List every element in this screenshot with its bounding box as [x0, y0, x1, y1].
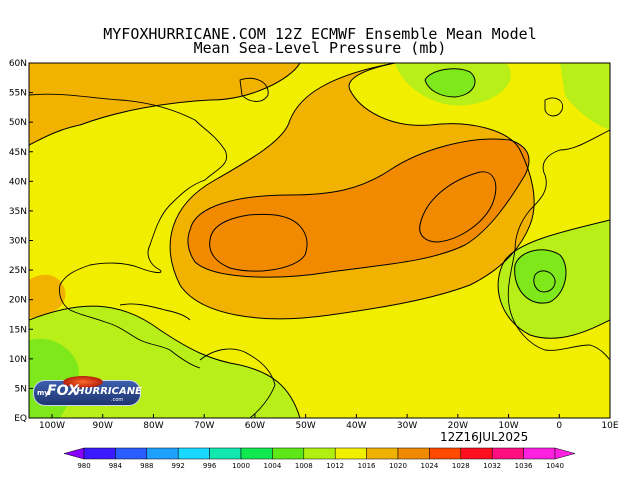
colorbar-label: 996 — [203, 462, 217, 470]
hurricane-swirl-icon — [63, 376, 103, 388]
colorbar-segment — [460, 447, 493, 460]
coastline-europe-africa — [507, 129, 610, 361]
chart-subtitle: Mean Sea-Level Pressure (mb) — [193, 39, 447, 57]
latitude-axis: 60N 55N 50N 45N 40N 35N 30N 25N 20N 15N 10N 5N EQ — [9, 59, 33, 424]
coastline-newfoundland — [239, 77, 269, 102]
isobar — [29, 63, 301, 146]
colorbar-label: 984 — [109, 462, 123, 470]
logo-fox-text: FOX — [47, 383, 79, 399]
longitude-label: 80W — [143, 421, 163, 431]
colorbar-left-arrow — [63, 447, 85, 460]
pressure-1008-region — [425, 68, 475, 97]
coastline-cuba — [119, 303, 191, 321]
latitude-label: 50N — [9, 118, 27, 128]
pressure-1020-region — [29, 274, 66, 318]
colorbar-segment — [303, 447, 336, 460]
latitude-label: 20N — [9, 296, 27, 306]
longitude-label: 40W — [346, 421, 366, 431]
pressure-1024-region — [187, 139, 530, 278]
colorbar-label: 1012 — [326, 462, 344, 470]
colorbar-label: 980 — [77, 462, 90, 470]
colorbar-segment — [146, 447, 179, 460]
isobar — [514, 249, 567, 304]
logo-com-text: .com — [111, 397, 124, 403]
coastline-north-america — [29, 93, 228, 369]
colorbar-segment — [523, 447, 556, 460]
colorbar-segment — [491, 447, 524, 460]
longitude-label: 30W — [397, 421, 417, 431]
coastlines — [29, 77, 610, 418]
logo-my-text: my — [37, 389, 49, 397]
colorbar-label: 1032 — [483, 462, 501, 470]
longitude-axis: 100W 90W 80W 70W 60W 50W 40W 30W 20W 10W 0 10E — [39, 414, 619, 431]
colorbar-label: 1020 — [389, 462, 407, 470]
latitude-label: 45N — [9, 148, 27, 158]
chart-title: MYFOXHURRICANE.COM 12Z ECMWF Ensemble Me… — [103, 25, 537, 43]
colorbar-label: 1008 — [295, 462, 313, 470]
longitude-label: 60W — [245, 421, 265, 431]
latitude-label: 60N — [9, 59, 27, 69]
colorbar-label: 1004 — [263, 462, 281, 470]
isobar — [209, 213, 308, 272]
colorbar-label: 1024 — [420, 462, 438, 470]
myfoxhurricane-logo: my FOX HURRICANE .com — [33, 376, 142, 406]
latitude-label: 15N — [9, 325, 27, 335]
pressure-field — [29, 63, 610, 418]
latitude-label: 5N — [15, 384, 27, 394]
colorbar-segment — [366, 447, 399, 460]
colorbar-segment — [209, 447, 242, 460]
colorbar-label: 1036 — [515, 462, 533, 470]
isobar — [179, 63, 535, 320]
colorbar-label: 1040 — [546, 462, 564, 470]
pressure-1008-region — [514, 249, 566, 304]
isobar — [424, 68, 476, 98]
longitude-label: 100W — [39, 421, 65, 431]
coastline-british-isles — [544, 97, 563, 117]
colorbar-label: 1016 — [358, 462, 376, 470]
longitude-label: 70W — [194, 421, 214, 431]
colorbar-label: 1000 — [232, 462, 250, 470]
longitude-label: 50W — [295, 421, 315, 431]
isobar — [187, 138, 530, 278]
colorbar-segment — [272, 447, 305, 460]
isobar — [169, 63, 396, 286]
logo-hurricane-text: HURRICANE — [76, 386, 142, 397]
latitude-label: 25N — [9, 266, 27, 276]
colorbar-right-arrow — [554, 447, 576, 460]
latitude-label: 40N — [9, 177, 27, 187]
colorbar-segment — [177, 447, 210, 460]
latitude-label: 55N — [9, 89, 27, 99]
colorbar-label: 1028 — [452, 462, 470, 470]
colorbar-label: 988 — [140, 462, 153, 470]
colorbar: 980 984 988 992 996 1000 1004 1008 1012 1016 1020 1… — [63, 447, 576, 470]
latitude-label: EQ — [14, 414, 27, 424]
isobar — [29, 305, 301, 418]
colorbar-segment — [429, 447, 462, 460]
colorbar-segment — [240, 447, 273, 460]
isobar — [497, 219, 610, 339]
isobar — [533, 270, 556, 293]
pressure-1012-region — [560, 63, 610, 130]
colorbar-segment — [334, 447, 367, 460]
longitude-label: 10E — [601, 421, 618, 431]
date-stamp: 12Z16JUL2025 — [440, 430, 529, 444]
latitude-label: 10N — [9, 355, 27, 365]
isobars — [29, 63, 610, 418]
longitude-label: 10W — [498, 421, 518, 431]
coastline-south-america — [199, 348, 276, 418]
latitude-label: 35N — [9, 207, 27, 217]
longitude-label: 90W — [93, 421, 113, 431]
colorbar-segment — [397, 447, 430, 460]
latitude-label: 30N — [9, 237, 27, 247]
colorbar-segment — [115, 447, 148, 460]
colorbar-label: 992 — [172, 462, 185, 470]
colorbar-segment — [83, 447, 116, 460]
longitude-label: 20W — [448, 421, 468, 431]
isobar — [419, 171, 497, 243]
longitude-label: 0 — [556, 421, 562, 431]
